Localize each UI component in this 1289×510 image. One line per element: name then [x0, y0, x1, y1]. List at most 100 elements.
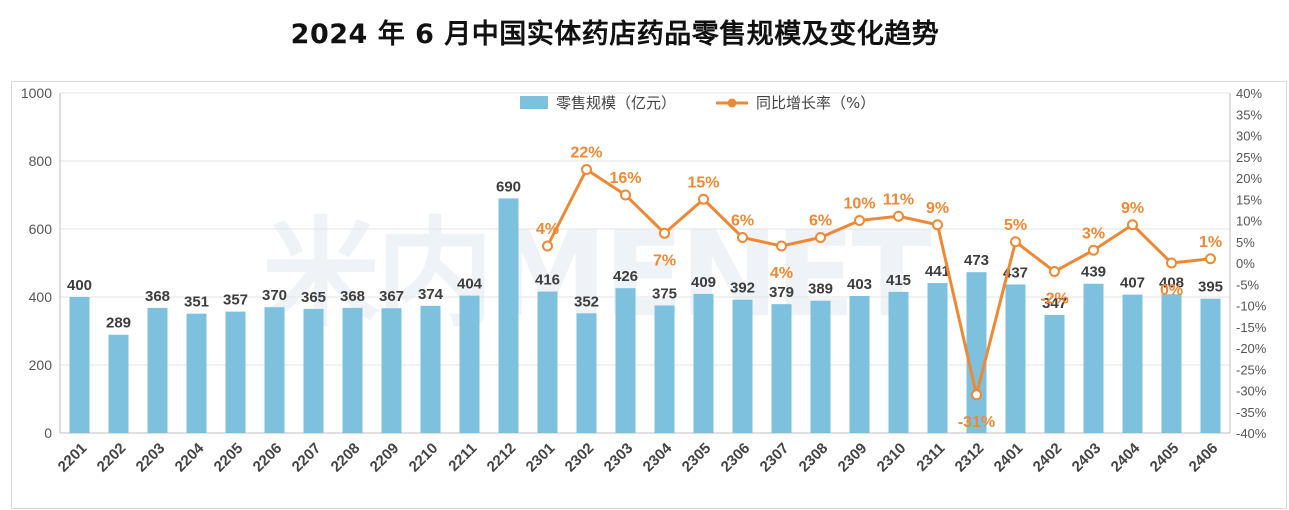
bar [693, 293, 714, 433]
bar-value-label: 415 [886, 272, 911, 289]
bar [927, 283, 948, 433]
bar [225, 311, 246, 433]
bar [381, 308, 402, 433]
x-tick-label: 2212 [484, 440, 520, 476]
bar-value-label: 407 [1120, 275, 1145, 292]
legend-label-line: 同比增长率（%） [756, 94, 875, 112]
growth-point [1088, 244, 1099, 256]
growth-value-label: 6% [809, 213, 832, 230]
x-tick-label: 2204 [172, 439, 208, 475]
bar [186, 313, 207, 433]
bar-value-label: 690 [496, 178, 521, 195]
right-axis-tick-label: 15% [1236, 192, 1262, 207]
growth-point [932, 219, 943, 231]
bar-value-label: 375 [652, 286, 677, 303]
bar [108, 334, 129, 433]
bar [147, 307, 168, 433]
x-tick-label: 2205 [211, 440, 247, 476]
bar [1044, 315, 1065, 433]
bar [303, 308, 324, 433]
bar-value-label: 403 [847, 276, 872, 293]
growth-value-label: -31% [958, 414, 995, 431]
growth-point [971, 389, 982, 401]
right-axis-tick-label: 30% [1236, 129, 1262, 144]
x-tick-label: 2211 [445, 440, 480, 475]
right-axis-tick-label: -25% [1236, 362, 1267, 377]
x-tick-label: 2208 [328, 440, 364, 476]
growth-point [1205, 253, 1216, 265]
x-tick-label: 2201 [55, 440, 91, 476]
bar-value-label: 439 [1081, 264, 1106, 281]
x-tick-label: 2401 [991, 440, 1027, 476]
right-axis-tick-label: 25% [1236, 150, 1262, 165]
growth-value-label: 5% [1004, 217, 1027, 234]
growth-value-label: 7% [653, 252, 676, 269]
x-tick-label: 2307 [757, 440, 793, 476]
bar [264, 307, 285, 433]
right-axis-tick-label: -35% [1236, 405, 1267, 420]
x-tick-label: 2310 [874, 440, 910, 476]
left-axis-tick-label: 0 [44, 425, 52, 441]
x-tick-label: 2406 [1186, 440, 1222, 476]
bar-value-label: 365 [301, 289, 326, 306]
growth-point [776, 240, 787, 252]
bar [1005, 284, 1026, 433]
bar [69, 297, 90, 433]
bar-value-label: 289 [106, 315, 131, 332]
growth-value-label: 1% [1199, 234, 1222, 251]
bar [732, 299, 753, 433]
right-axis-tick-label: -20% [1236, 341, 1267, 356]
bar-value-label: 408 [1159, 274, 1184, 291]
bar-value-label: 347 [1042, 295, 1067, 312]
bar [342, 307, 363, 433]
x-tick-label: 2306 [718, 440, 754, 476]
bar [1122, 294, 1143, 433]
right-axis-tick-label: -10% [1236, 299, 1267, 314]
x-tick-label: 2305 [679, 440, 715, 476]
bar-value-label: 389 [808, 281, 833, 298]
legend-swatch-bar [520, 96, 548, 109]
growth-point [542, 240, 553, 252]
growth-value-label: 4% [770, 265, 793, 282]
growth-value-label: 3% [1082, 225, 1105, 242]
bar-value-label: 379 [769, 284, 794, 301]
bar-value-label: 400 [67, 277, 92, 294]
growth-value-label: 15% [687, 174, 719, 191]
x-tick-label: 2210 [406, 440, 442, 476]
growth-point [659, 227, 670, 239]
bar [771, 304, 792, 433]
growth-value-label: 16% [609, 170, 641, 187]
x-tick-label: 2203 [133, 440, 169, 476]
bar [615, 288, 636, 433]
bar-value-label: 426 [613, 268, 638, 285]
growth-point [1127, 219, 1138, 231]
right-axis-tick-label: -15% [1236, 320, 1267, 335]
x-tick-label: 2304 [640, 439, 676, 475]
bar-value-label: 404 [457, 276, 483, 293]
right-axis-tick-label: -5% [1236, 277, 1260, 292]
bar [420, 305, 441, 433]
x-tick-label: 2311 [913, 440, 948, 475]
x-tick-label: 2404 [1108, 439, 1144, 475]
growth-point [1010, 236, 1021, 248]
right-axis-tick-label: 20% [1236, 171, 1262, 186]
growth-line [546, 168, 1211, 397]
bar-value-label: 395 [1198, 279, 1223, 296]
right-axis-tick-label: 10% [1236, 214, 1262, 229]
growth-point [620, 189, 631, 201]
legend-marker-line [727, 98, 737, 108]
growth-point [737, 232, 748, 243]
growth-point [815, 232, 826, 243]
x-tick-label: 2202 [94, 440, 130, 476]
growth-value-label: -2% [1040, 291, 1068, 308]
right-axis-tick-label: -30% [1236, 384, 1267, 399]
bar-value-label: 368 [340, 288, 365, 305]
x-tick-label: 2301 [523, 440, 559, 476]
chart-title: 2024 年 6 月中国实体药店药品零售规模及变化趋势 [290, 19, 940, 50]
bar [1200, 298, 1221, 433]
bar-value-label: 416 [535, 272, 560, 289]
x-tick-label: 2302 [562, 440, 598, 476]
x-tick-label: 2309 [835, 440, 871, 476]
growth-point [1049, 266, 1060, 277]
